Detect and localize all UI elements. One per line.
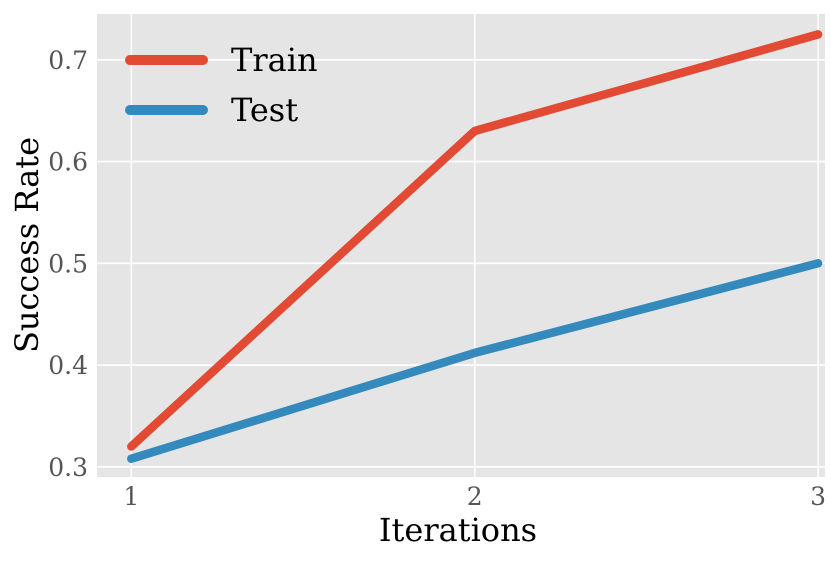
legend-label: Train [231, 41, 318, 79]
series-lines [127, 30, 823, 463]
y-tick-label: 0.3 [48, 453, 88, 482]
x-tick-label: 2 [467, 482, 483, 511]
legend: Train Test [125, 41, 318, 129]
x-tick-label: 3 [810, 482, 826, 511]
x-tick-label: 1 [123, 482, 139, 511]
x-axis-label: Iterations [379, 511, 537, 549]
series-line-test [127, 259, 823, 463]
y-tick-label: 0.6 [48, 148, 88, 177]
y-tick-label: 0.5 [48, 249, 88, 278]
tick-labels: 0.3 0.4 0.5 0.6 0.7 1 2 3 [48, 46, 826, 511]
y-axis-label: Success Rate [8, 137, 46, 353]
legend-label: Test [231, 91, 298, 129]
y-tick-label: 0.4 [48, 351, 88, 380]
series-line-train [127, 30, 823, 451]
plot-background [97, 14, 825, 477]
y-tick-label: 0.7 [48, 46, 88, 75]
